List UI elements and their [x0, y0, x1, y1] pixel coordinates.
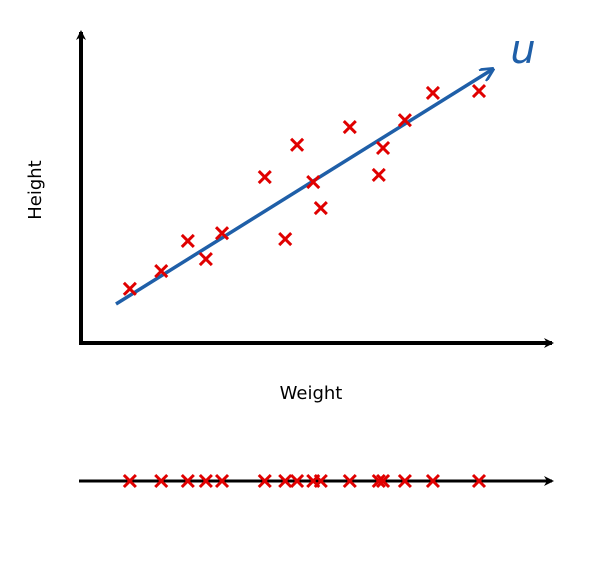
cross-stroke	[154, 263, 169, 279]
cross-stroke	[397, 113, 412, 128]
point	[342, 119, 357, 135]
cross-stroke	[371, 167, 386, 182]
cross-stroke	[198, 473, 213, 489]
y-axis-label: Height	[25, 160, 46, 220]
point	[371, 167, 386, 182]
cross-stroke	[471, 473, 487, 489]
projected-point	[214, 473, 230, 489]
projected-point	[154, 473, 169, 489]
point	[278, 232, 293, 247]
projected-point	[122, 473, 137, 489]
projected-point	[198, 473, 213, 489]
point	[313, 201, 328, 216]
cross-stroke	[425, 85, 440, 100]
cross-stroke	[278, 473, 293, 489]
cross-stroke	[290, 473, 305, 489]
projected-point	[397, 473, 412, 489]
point	[180, 233, 195, 249]
cross-stroke	[257, 170, 272, 185]
projected-point	[257, 473, 272, 489]
point	[471, 83, 487, 99]
direction-u	[115, 69, 493, 306]
point	[375, 140, 391, 156]
cross-stroke	[214, 473, 230, 489]
cross-stroke	[471, 83, 487, 99]
cross-stroke	[278, 232, 293, 247]
cross-stroke	[342, 119, 357, 135]
point	[257, 170, 272, 185]
projected-point	[425, 473, 440, 489]
point	[214, 226, 230, 241]
point	[425, 85, 440, 100]
point	[198, 252, 213, 267]
cross-stroke	[290, 137, 305, 152]
point	[306, 175, 321, 190]
cross-stroke	[425, 473, 440, 489]
cross-stroke	[375, 140, 391, 156]
x-axis-label: Weight	[280, 383, 343, 404]
cross-stroke	[306, 175, 321, 190]
projected-point	[371, 473, 386, 489]
point	[122, 281, 137, 296]
cross-stroke	[122, 473, 137, 489]
cross-stroke	[342, 473, 357, 489]
cross-stroke	[198, 252, 213, 267]
cross-stroke	[313, 201, 328, 216]
projected-point	[375, 473, 391, 489]
projected-point	[471, 473, 487, 489]
point	[397, 113, 412, 128]
projected-point	[342, 473, 357, 489]
cross-stroke	[214, 226, 230, 241]
u-label: u	[510, 27, 535, 73]
cross-stroke	[313, 473, 328, 489]
projected-point	[313, 473, 328, 489]
cross-stroke	[371, 473, 386, 489]
cross-stroke	[397, 473, 412, 489]
cross-stroke	[154, 473, 169, 489]
point	[154, 263, 169, 279]
projected-point	[278, 473, 293, 489]
cross-stroke	[375, 473, 391, 489]
point	[290, 137, 305, 152]
cross-stroke	[122, 281, 137, 296]
projected-point	[180, 473, 195, 489]
cross-stroke	[257, 473, 272, 489]
cross-stroke	[180, 473, 195, 489]
cross-stroke	[180, 233, 195, 249]
projected-point	[290, 473, 305, 489]
